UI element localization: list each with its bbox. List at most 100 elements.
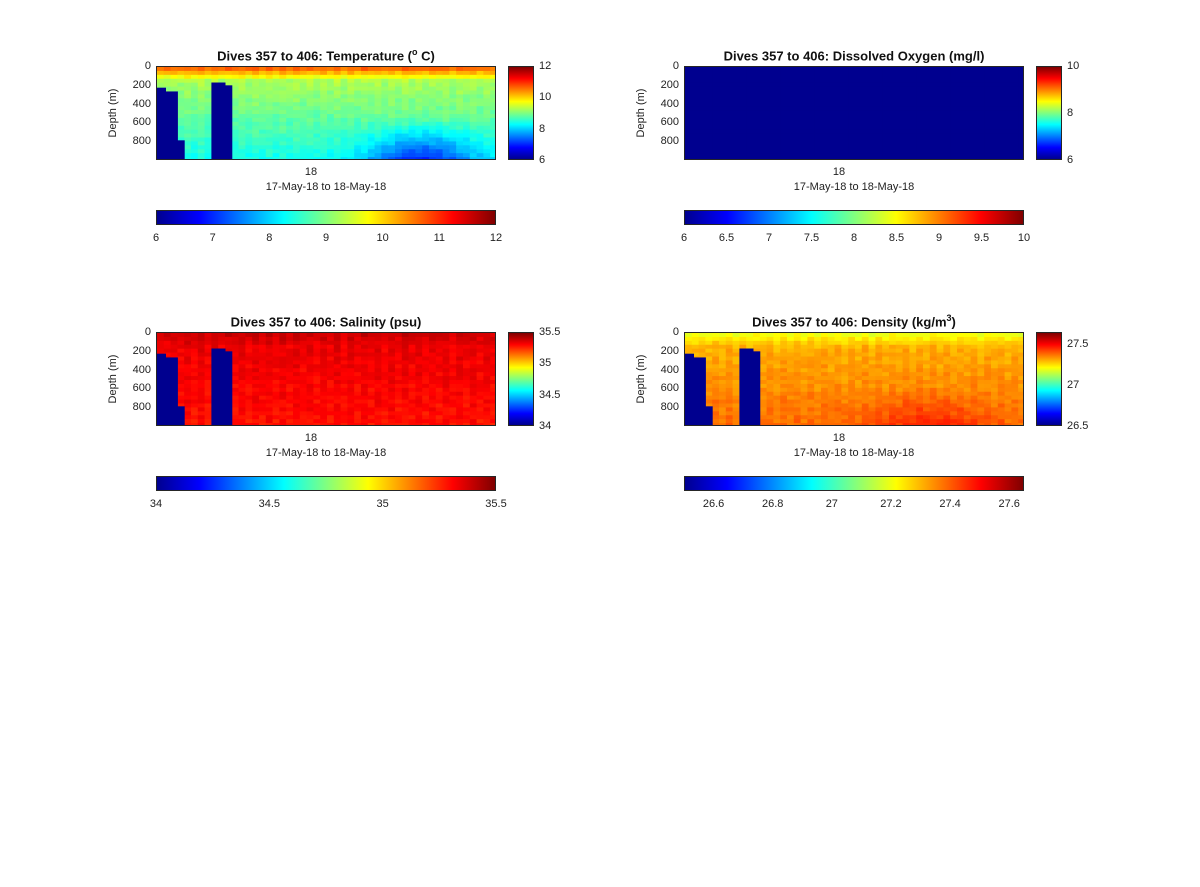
heatmap-cell: [388, 348, 396, 354]
heatmap-cell: [286, 411, 294, 416]
heatmap-cell: [875, 102, 883, 107]
heatmap-cell: [732, 387, 740, 393]
heatmap-cell: [1004, 90, 1012, 96]
heatmap-cell: [725, 117, 734, 123]
heatmap-cell: [381, 114, 389, 119]
heatmap-cell: [827, 67, 836, 72]
heatmap-cell: [320, 348, 328, 354]
heatmap-cell: [834, 82, 842, 88]
heatmap-cell: [780, 399, 788, 405]
heatmap-cell: [712, 86, 720, 92]
heatmap-cell: [997, 67, 1006, 72]
heatmap-cell: [347, 423, 355, 425]
heatmap-cell: [306, 383, 314, 389]
heatmap-cell: [1004, 94, 1012, 99]
heatmap-cell: [889, 94, 897, 99]
heatmap-cell: [807, 360, 815, 365]
heatmap-plot[interactable]: [156, 332, 496, 426]
heatmap-cell: [984, 110, 992, 115]
heatmap-cell: [827, 407, 836, 412]
heatmap-cell: [991, 415, 999, 420]
heatmap-cell: [293, 395, 301, 401]
heatmap-cell: [746, 145, 754, 150]
heatmap-cell: [841, 114, 849, 119]
heatmap-cell: [841, 364, 849, 369]
heatmap-cell: [367, 114, 376, 119]
heatmap-cell: [354, 368, 362, 373]
heatmap-cell: [861, 368, 870, 373]
heatmap-cell: [361, 352, 369, 358]
heatmap-cell: [184, 110, 192, 115]
heatmap-cell: [259, 407, 267, 412]
heatmap-cell: [204, 372, 212, 377]
heatmap-cell: [279, 383, 287, 389]
heatmap-cell: [800, 403, 808, 409]
heatmap-cell: [252, 125, 260, 131]
heatmap-cell: [225, 78, 233, 84]
heatmap-cell: [909, 153, 917, 158]
heatmap-cell: [320, 423, 328, 425]
heatmap-cell: [435, 395, 444, 401]
heatmap-cell: [449, 121, 457, 127]
heatmap-cell: [354, 78, 362, 84]
heatmap-cell: [313, 411, 321, 416]
heatmap-cell: [923, 356, 931, 362]
heatmap-cell: [374, 423, 382, 425]
heatmap-cell: [705, 137, 713, 143]
heatmap-cell: [882, 333, 890, 338]
heatmap-cell: [401, 121, 410, 127]
heatmap-cell: [800, 137, 808, 143]
heatmap-cell: [923, 157, 931, 159]
heatmap-plot[interactable]: [684, 332, 1024, 426]
heatmap-cell: [929, 403, 938, 409]
colorbar-tick-label: 8.5: [888, 232, 905, 244]
heatmap-cell: [766, 411, 774, 416]
heatmap-cell: [712, 403, 720, 409]
heatmap-cell: [841, 376, 849, 381]
heatmap-cell: [463, 114, 471, 119]
heatmap-cell: [984, 360, 992, 365]
heatmap-cell: [875, 403, 883, 409]
heatmap-cell: [997, 380, 1006, 385]
heatmap-cell: [320, 372, 328, 377]
heatmap-cell: [374, 94, 382, 99]
heatmap-cell: [408, 145, 416, 150]
heatmap-cell: [252, 387, 260, 393]
heatmap-cell: [923, 333, 931, 338]
heatmap-cell: [238, 352, 246, 358]
heatmap-cell: [293, 340, 301, 346]
heatmap-cell: [766, 360, 774, 365]
heatmap-cell: [327, 137, 335, 143]
heatmap-cell: [957, 340, 965, 346]
heatmap-cell: [834, 94, 842, 99]
heatmap-cell: [814, 141, 822, 146]
heatmap-cell: [875, 364, 883, 369]
heatmap-cell: [483, 106, 491, 111]
heatmap-cell: [929, 368, 938, 373]
heatmap-plot[interactable]: [156, 66, 496, 160]
heatmap-cell: [245, 368, 253, 373]
heatmap-cell: [252, 336, 260, 342]
heatmap-cell: [327, 74, 335, 80]
heatmap-cell: [231, 348, 240, 354]
heatmap-cell: [252, 403, 260, 409]
heatmap-cell: [957, 391, 965, 397]
heatmap-cell: [435, 98, 444, 103]
heatmap-cell: [1018, 336, 1023, 342]
heatmap-cell: [705, 333, 713, 338]
heatmap-cell: [800, 333, 808, 338]
heatmap-plot[interactable]: [684, 66, 1024, 160]
heatmap-cell: [490, 352, 495, 358]
heatmap-cell: [991, 129, 999, 135]
heatmap-cell: [868, 344, 876, 350]
heatmap-cell: [401, 383, 410, 389]
heatmap-cell: [476, 423, 484, 425]
heatmap-cell: [408, 70, 416, 76]
heatmap-cell: [787, 78, 795, 84]
heatmap-cell: [834, 419, 842, 424]
heatmap-cell: [306, 348, 314, 354]
heatmap-cell: [429, 78, 437, 84]
heatmap-cell: [793, 333, 802, 338]
heatmap-cell: [381, 86, 389, 92]
heatmap-cell: [1011, 336, 1019, 342]
